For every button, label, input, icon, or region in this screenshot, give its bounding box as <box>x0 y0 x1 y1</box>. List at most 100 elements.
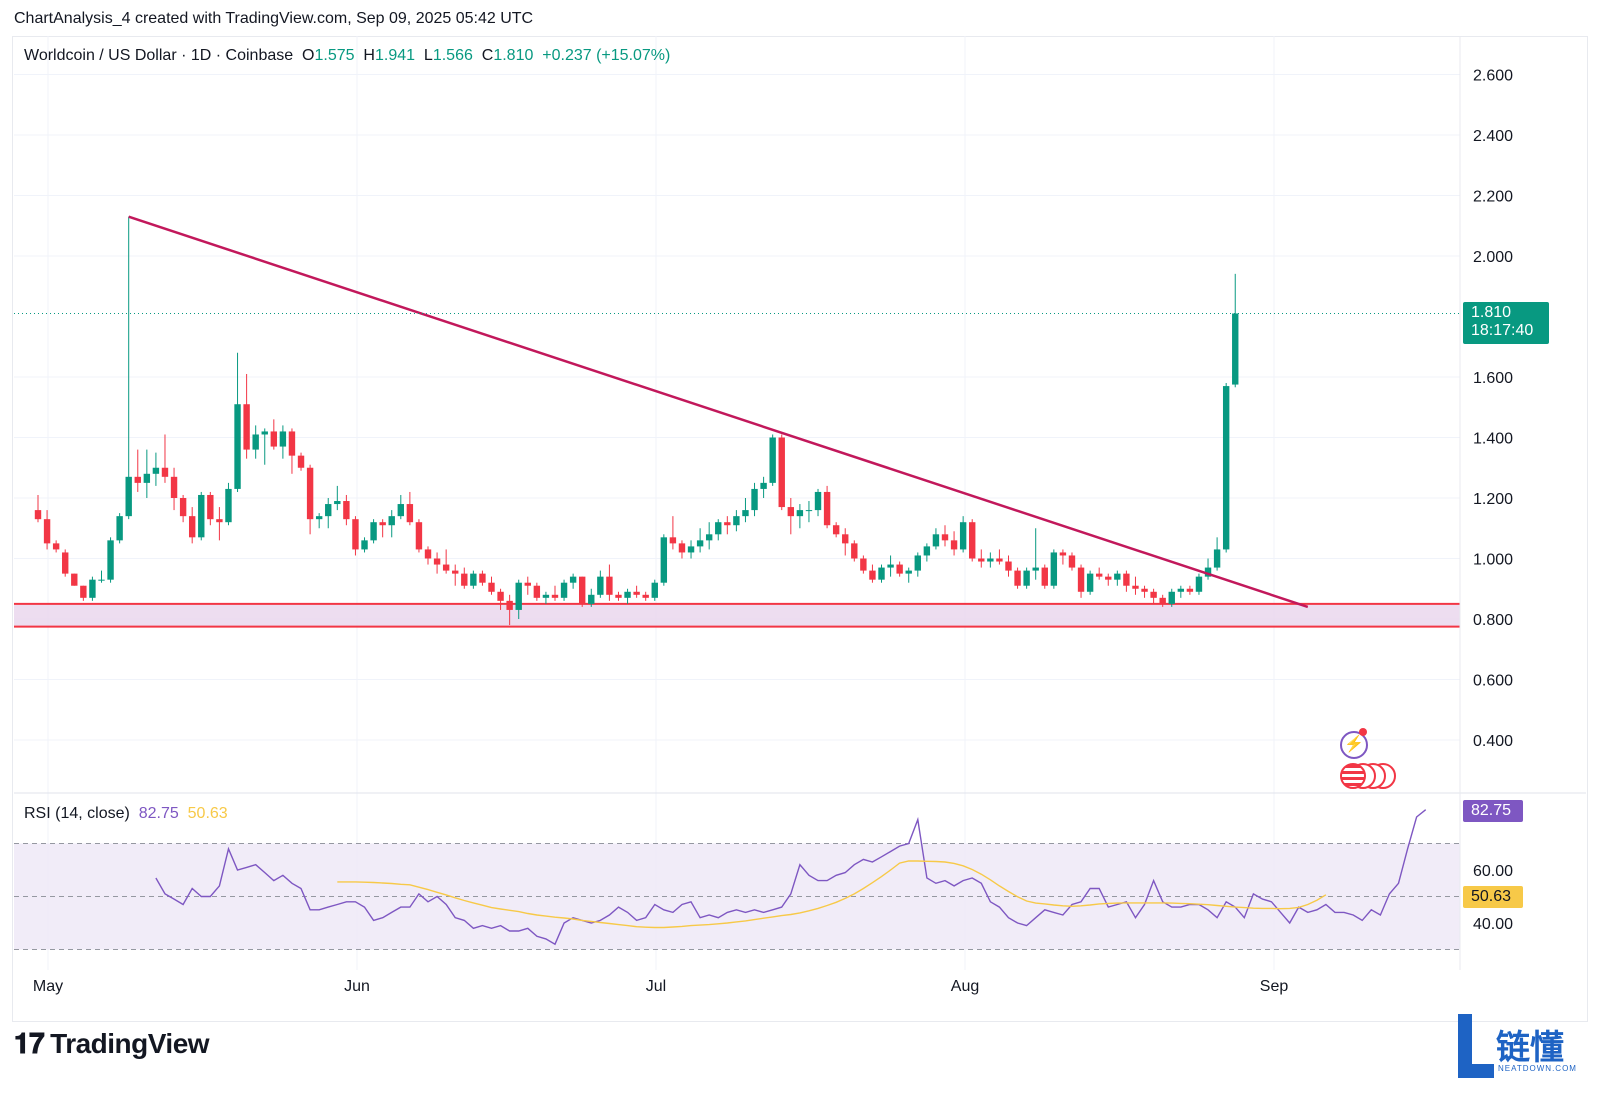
candle-body <box>842 534 849 544</box>
candle-body <box>1168 591 1175 604</box>
candle-body <box>887 564 894 568</box>
candle-body <box>878 567 885 580</box>
last-price-tag: 1.810 18:17:40 <box>1463 302 1549 344</box>
price-tick-label: 0.400 <box>1473 733 1513 750</box>
high-value: 1.941 <box>374 47 416 64</box>
candle-body <box>343 501 350 520</box>
candle-body <box>442 564 450 571</box>
candle-body <box>778 437 785 508</box>
rsi-legend[interactable]: RSI (14, close) 82.75 50.63 <box>24 805 228 823</box>
last-price-value: 1.810 <box>1471 304 1512 321</box>
candle-body <box>1023 570 1030 586</box>
candle-body <box>805 510 813 512</box>
rsi-legend-ma-value: 50.63 <box>187 805 228 822</box>
time-tick-label: Jul <box>646 978 666 995</box>
support-zone <box>14 603 1460 627</box>
price-tick-label: 1.200 <box>1473 491 1513 508</box>
candle-body <box>651 582 658 598</box>
candle-body <box>696 540 704 547</box>
tradingview-logo[interactable]: 𝟏𝟕 TradingView <box>14 1028 210 1061</box>
candles <box>34 216 1239 626</box>
candle-body <box>560 582 568 598</box>
candle-body <box>1222 386 1230 550</box>
candle-body <box>334 501 341 505</box>
candle-body <box>969 522 976 559</box>
candle-body <box>1059 552 1067 556</box>
candle-body <box>579 576 586 604</box>
candle-body <box>996 558 1003 562</box>
chart-frame[interactable] <box>12 36 1588 1022</box>
candle-body <box>624 591 631 598</box>
candle-body <box>152 467 160 474</box>
candle-body <box>415 522 423 550</box>
rsi-tick-label: 40.00 <box>1473 916 1513 933</box>
candle-body <box>597 576 604 595</box>
candle-body <box>950 540 958 550</box>
open-label: O <box>302 47 315 64</box>
candle-body <box>198 494 205 538</box>
candle-body <box>89 579 96 598</box>
candle-body <box>1105 576 1112 580</box>
candle-body <box>188 516 196 538</box>
candle-body <box>642 594 649 598</box>
candle-body <box>279 431 287 447</box>
candle-body <box>896 564 903 574</box>
candle-body <box>361 540 368 550</box>
us-flag-events-icon[interactable] <box>1340 763 1400 789</box>
candle-body <box>959 522 967 550</box>
candle-body <box>80 585 87 598</box>
candle-body <box>760 482 767 489</box>
time-tick-label: May <box>33 978 63 995</box>
candle-body <box>1077 567 1085 592</box>
time-tick-label: Sep <box>1260 978 1289 995</box>
candle-body <box>633 591 640 595</box>
rsi-legend-value: 82.75 <box>138 805 179 822</box>
price-tick-label: 1.000 <box>1473 552 1513 569</box>
candle-body <box>905 570 912 574</box>
candle-body <box>1213 549 1221 568</box>
candle-body <box>1041 567 1048 586</box>
candle-body <box>370 522 377 541</box>
candle-body <box>542 594 550 598</box>
candle-body <box>860 558 867 571</box>
rsi-legend-label[interactable]: RSI (14, close) <box>24 805 130 822</box>
descending-trendline <box>128 215 1309 609</box>
price-tick-label: 2.400 <box>1473 128 1513 145</box>
symbol-name[interactable]: Worldcoin / US Dollar · 1D · Coinbase <box>24 47 294 64</box>
price-tick-label: 1.400 <box>1473 431 1513 448</box>
watermark-subtext: NEATDOWN.COM <box>1498 1064 1577 1073</box>
candle-body <box>34 510 42 520</box>
candle-body <box>724 522 731 526</box>
candle-body <box>787 507 795 517</box>
candle-body <box>62 552 69 574</box>
watermark-text: 链懂 <box>1496 1028 1564 1068</box>
low-label: L <box>423 47 433 64</box>
candle-body <box>397 504 404 517</box>
candle-body <box>161 467 169 477</box>
candle-body <box>569 576 577 583</box>
candle-body <box>832 525 840 535</box>
candle-body <box>43 519 51 544</box>
candle-body <box>914 555 921 571</box>
candle-body <box>1159 597 1166 604</box>
candle-body <box>533 585 541 598</box>
price-axis: 2.600 2.400 2.200 2.000 1.600 1.400 1.200 1.000… <box>33 68 1513 996</box>
candle-body <box>733 516 740 526</box>
candle-body <box>125 476 132 517</box>
open-value: 1.575 <box>314 47 355 64</box>
candle-body <box>243 404 250 450</box>
candle-body <box>851 543 858 559</box>
candle-body <box>606 576 613 595</box>
candle-body <box>1014 570 1021 586</box>
notification-dot-icon <box>1359 728 1367 736</box>
candle-body <box>715 522 722 535</box>
candle-body <box>687 546 695 553</box>
rsi-ma-value-tag: 50.63 <box>1463 886 1523 908</box>
symbol-legend[interactable]: Worldcoin / US Dollar · 1D · Coinbase O1… <box>24 47 670 65</box>
candle-body <box>225 488 232 523</box>
candle-body <box>379 522 386 526</box>
candle-body <box>297 455 305 468</box>
candle-body <box>515 582 522 610</box>
candle-body <box>325 504 332 517</box>
